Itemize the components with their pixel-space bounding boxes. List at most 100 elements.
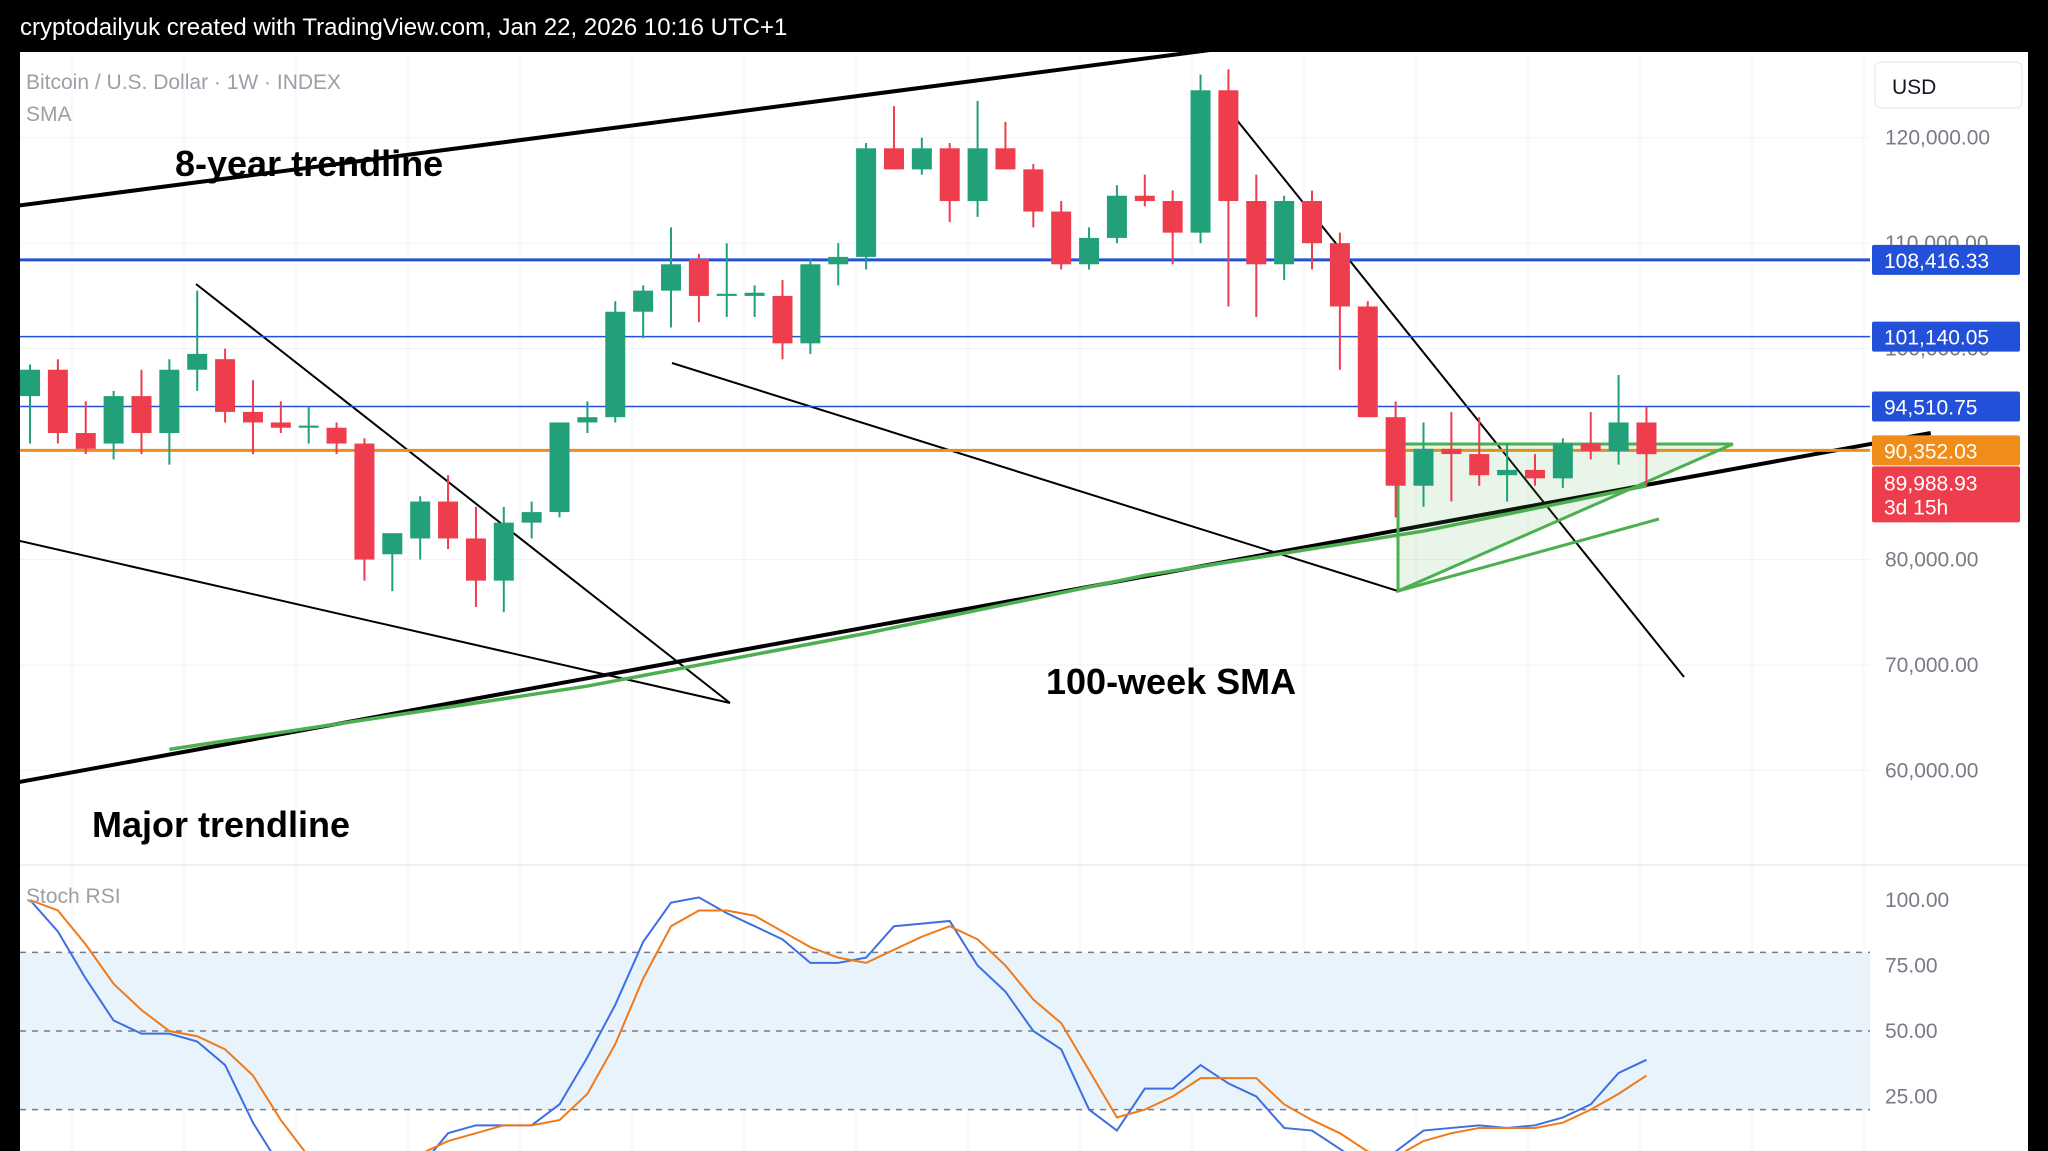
tag-108416-bg xyxy=(1872,244,2020,275)
rsi-tick-label: 50.00 xyxy=(1885,1020,1938,1043)
triangle-support-line xyxy=(1397,517,1660,593)
candle-body xyxy=(354,443,375,560)
stoch-rsi-d-line xyxy=(29,899,1648,1151)
sma-100-week xyxy=(169,484,1647,752)
tag-101140-text: 101,140.05 xyxy=(1884,327,1989,350)
candle-body xyxy=(521,512,542,523)
currency-label: USD xyxy=(1892,76,1936,99)
candle-body xyxy=(1162,201,1183,233)
descending-trendline xyxy=(1227,108,1685,678)
candle-body xyxy=(549,422,570,513)
candle-body xyxy=(1469,454,1490,476)
candle-body xyxy=(772,295,793,344)
candle-body xyxy=(1636,422,1657,455)
candle-body xyxy=(1329,243,1350,307)
candle-body xyxy=(1357,306,1378,418)
candle-body xyxy=(47,369,68,434)
eight-year-trendline-label: 8-year trendline xyxy=(175,143,443,184)
candle-body xyxy=(1051,211,1072,265)
candle-body xyxy=(1106,195,1127,238)
candle-body xyxy=(1079,237,1100,265)
candle-body xyxy=(883,148,904,170)
candle-body xyxy=(1441,448,1462,455)
tag-94510-text: 94,510.75 xyxy=(1884,397,1977,420)
candle-body xyxy=(438,501,459,539)
oscillator-label: Stoch RSI xyxy=(26,885,121,908)
candle-body xyxy=(856,148,877,257)
candle-body xyxy=(661,264,682,291)
candle-body xyxy=(800,264,821,344)
candle-body xyxy=(242,411,263,423)
tag-last-price-text: 89,988.93 xyxy=(1884,472,1977,495)
candlestick-series xyxy=(20,69,1657,613)
price-chart[interactable]: 120,000.00110,000.00100,000.0080,000.007… xyxy=(20,52,2028,1151)
candle-body xyxy=(1524,469,1545,479)
candle-body xyxy=(493,522,514,581)
candle-body xyxy=(1302,201,1323,244)
wedge-lower-line-2 xyxy=(671,362,1399,592)
candle-body xyxy=(1413,448,1434,486)
candle-body xyxy=(1552,443,1573,479)
price-tick-label: 70,000.00 xyxy=(1885,654,1978,677)
candle-body xyxy=(382,533,403,555)
sma-100-week-label: 100-week SMA xyxy=(1046,661,1296,702)
candle-body xyxy=(1274,201,1295,265)
candle-body xyxy=(20,369,40,397)
candle-body xyxy=(939,148,960,202)
currency-button[interactable] xyxy=(1874,61,2023,109)
candle-body xyxy=(103,396,124,444)
rsi-tick-label: 100.00 xyxy=(1885,889,1949,912)
candle-body xyxy=(159,369,180,434)
candle-body xyxy=(577,417,598,423)
tag-101140-bg xyxy=(1872,321,2020,352)
candle-body xyxy=(1246,201,1267,265)
top-bar: cryptodailyuk created with TradingView.c… xyxy=(0,0,2048,52)
stoch-rsi-k-line xyxy=(29,896,1647,1151)
candle-body xyxy=(744,292,765,296)
tag-countdown-text: 3d 15h xyxy=(1884,496,1948,519)
candle-body xyxy=(326,427,347,444)
candle-body xyxy=(1580,443,1601,451)
tag-last-price-bg xyxy=(1872,466,2020,523)
tag-90352-bg xyxy=(1872,435,2020,466)
candle-body xyxy=(1608,422,1629,451)
candle-body xyxy=(911,148,932,170)
price-levels xyxy=(20,258,1870,452)
major-trendline-label: Major trendline xyxy=(92,804,350,845)
candle-body xyxy=(1190,90,1211,233)
candle-body xyxy=(688,259,709,296)
eight-year-trendline xyxy=(20,52,1211,208)
stoch-rsi-lines xyxy=(29,896,1648,1151)
rsi-tick-label: 25.00 xyxy=(1885,1086,1938,1109)
wedge-lower-line-1 xyxy=(20,540,731,704)
rsi-tick-label: 75.00 xyxy=(1885,955,1938,978)
price-tick-label: 120,000.00 xyxy=(1885,127,1990,150)
attribution-caption: cryptodailyuk created with TradingView.c… xyxy=(20,14,788,41)
candle-body xyxy=(1134,195,1155,202)
price-tick-label: 60,000.00 xyxy=(1885,759,1978,782)
candle-body xyxy=(270,422,291,428)
candle-body xyxy=(1497,469,1518,476)
price-tick-label: 80,000.00 xyxy=(1885,549,1978,572)
candle-body xyxy=(967,148,988,202)
candle-body xyxy=(465,538,486,581)
candle-body xyxy=(187,353,208,370)
chart-panel[interactable]: 120,000.00110,000.00100,000.0080,000.007… xyxy=(20,52,2028,1151)
candle-body xyxy=(1385,417,1406,486)
tag-108416-text: 108,416.33 xyxy=(1884,250,1989,273)
stoch-rsi-band xyxy=(20,951,1870,1111)
candle-body xyxy=(828,256,849,265)
tag-94510-bg xyxy=(1872,391,2020,422)
candle-body xyxy=(1023,169,1044,212)
candle-body xyxy=(995,148,1016,170)
tag-90352-text: 90,352.03 xyxy=(1884,440,1977,463)
candle-body xyxy=(298,425,319,428)
legend-symbol: Bitcoin / U.S. Dollar · 1W · INDEX xyxy=(26,71,341,94)
price-tags: 108,416.33 101,140.05 94,510.75 90,352.03 89… xyxy=(1872,244,2020,523)
candle-body xyxy=(1218,90,1239,202)
candle-body xyxy=(75,433,96,449)
sma-100-week-line xyxy=(169,484,1647,752)
candle-body xyxy=(716,293,737,296)
wedge-upper-line-1 xyxy=(195,283,731,704)
candle-body xyxy=(605,311,626,418)
